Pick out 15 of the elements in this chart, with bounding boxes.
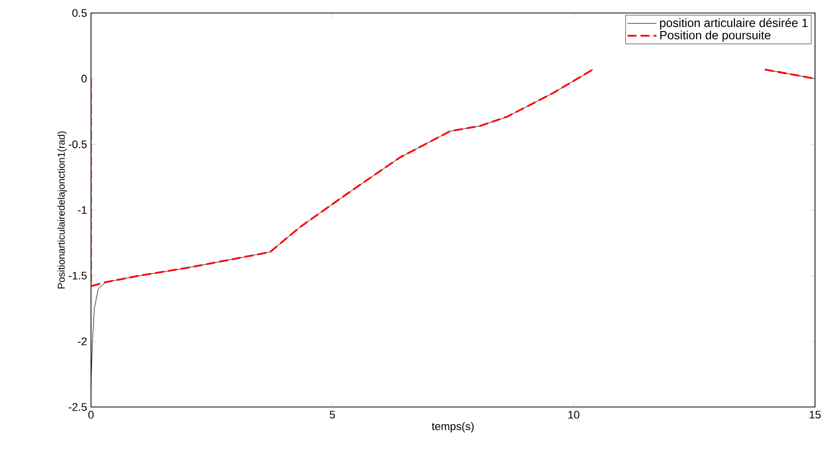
x-tick-label: 15 [810,410,821,418]
x-tick-label: 5 [330,410,335,418]
y-tick-label: 0.5 [72,9,87,17]
x-tick-label: 0 [88,410,94,419]
y-tick-label: -1 [78,206,87,214]
y-tick-label: -2 [78,338,87,346]
y-tick-label: -1.5 [68,272,87,280]
legend-label: position articulaire désirée 1 [660,18,808,30]
legend-label: Position de poursuite [660,30,770,42]
y-tick-label: -0.5 [68,140,87,148]
y-tick-label: 0 [81,74,87,83]
y-tick-label: -2.5 [68,403,87,411]
x-tick-label: 10 [568,410,580,419]
x-axis-title: temps(s) [432,422,474,432]
y-axis-title: Positionarticulairedelajonction1(rad) [57,131,67,288]
